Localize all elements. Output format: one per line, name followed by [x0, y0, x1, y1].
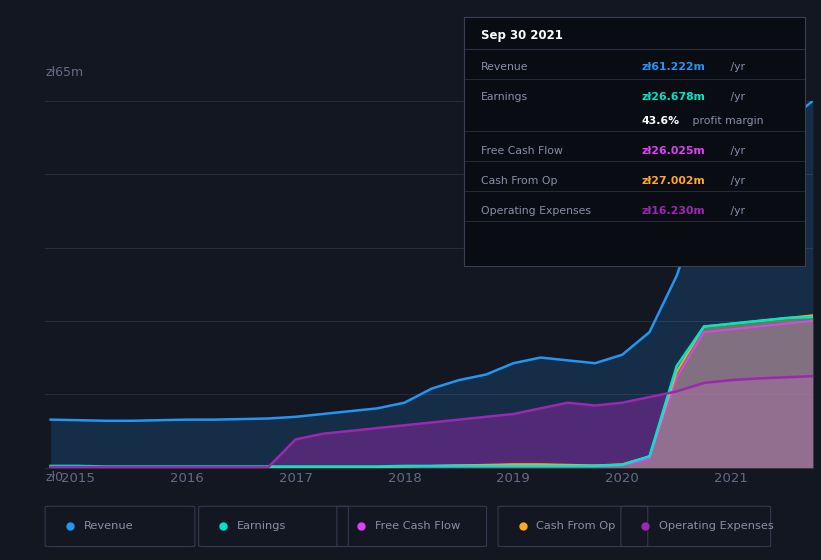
Text: Cash From Op: Cash From Op: [536, 521, 616, 531]
Text: Free Cash Flow: Free Cash Flow: [481, 146, 562, 156]
Text: /yr: /yr: [727, 176, 745, 186]
Text: zł26.678m: zł26.678m: [641, 92, 705, 101]
Text: zł61.222m: zł61.222m: [641, 62, 705, 72]
Text: /yr: /yr: [727, 62, 745, 72]
Text: 43.6%: 43.6%: [641, 116, 679, 127]
Text: Revenue: Revenue: [84, 521, 133, 531]
Text: zł65m: zł65m: [46, 66, 84, 79]
Text: Free Cash Flow: Free Cash Flow: [375, 521, 461, 531]
Text: /yr: /yr: [727, 92, 745, 101]
Text: Earnings: Earnings: [237, 521, 287, 531]
Text: Cash From Op: Cash From Op: [481, 176, 557, 186]
Text: zł16.230m: zł16.230m: [641, 206, 704, 216]
Text: Sep 30 2021: Sep 30 2021: [481, 29, 562, 42]
Text: Operating Expenses: Operating Expenses: [659, 521, 774, 531]
Text: Revenue: Revenue: [481, 62, 529, 72]
Text: /yr: /yr: [727, 146, 745, 156]
Text: profit margin: profit margin: [689, 116, 764, 127]
Text: Operating Expenses: Operating Expenses: [481, 206, 591, 216]
Text: zł26.025m: zł26.025m: [641, 146, 704, 156]
Text: /yr: /yr: [727, 206, 745, 216]
Text: Earnings: Earnings: [481, 92, 528, 101]
Text: zł27.002m: zł27.002m: [641, 176, 704, 186]
Text: zł0: zł0: [46, 472, 64, 484]
